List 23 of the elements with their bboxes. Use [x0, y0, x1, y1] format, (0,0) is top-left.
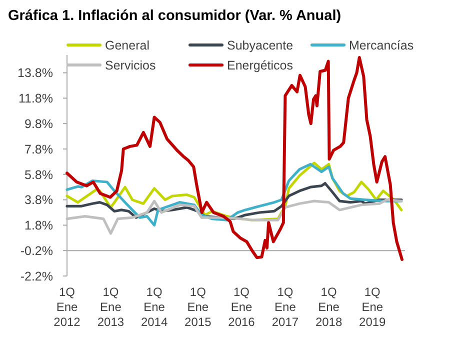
y-tick-label: 5.8% — [24, 168, 53, 182]
y-tick-label: 13.8% — [18, 66, 53, 80]
x-tick-label: 1Q Ene 2018 — [315, 285, 342, 329]
legend-label: Mercancías — [349, 38, 414, 52]
y-tick-label: 9.8% — [24, 116, 53, 131]
x-tick-label: 1Q Ene 2017 — [272, 285, 299, 329]
x-tick-label: 1Q Ene 2014 — [140, 285, 168, 329]
y-tick-label: -0.2% — [20, 244, 53, 258]
x-tick-label: 1Q Ene 2012 — [54, 285, 81, 329]
x-tick-label: 1Q Ene 2013 — [97, 285, 124, 329]
y-tick-label: 3.8% — [24, 193, 53, 208]
y-tick-label: 11.8% — [18, 92, 53, 106]
legend-label: Servicios — [105, 58, 156, 72]
x-tick-label: 1Q Ene 2016 — [228, 285, 256, 329]
y-tick-label: -2.2% — [20, 269, 53, 284]
legend-label: General — [105, 38, 150, 52]
legend-label: Subyacente — [227, 38, 294, 52]
x-tick-label: 1Q Ene 2019 — [359, 285, 386, 329]
y-tick-label: 1.8% — [24, 218, 53, 233]
y-tick-label: 7.8% — [24, 142, 53, 156]
legend-label: Energéticos — [227, 58, 294, 72]
x-tick-label: 1Q Ene 2015 — [184, 285, 212, 329]
chart-title: Gráfica 1. Inflación al consumidor (Var. % Anual) — [8, 8, 342, 24]
